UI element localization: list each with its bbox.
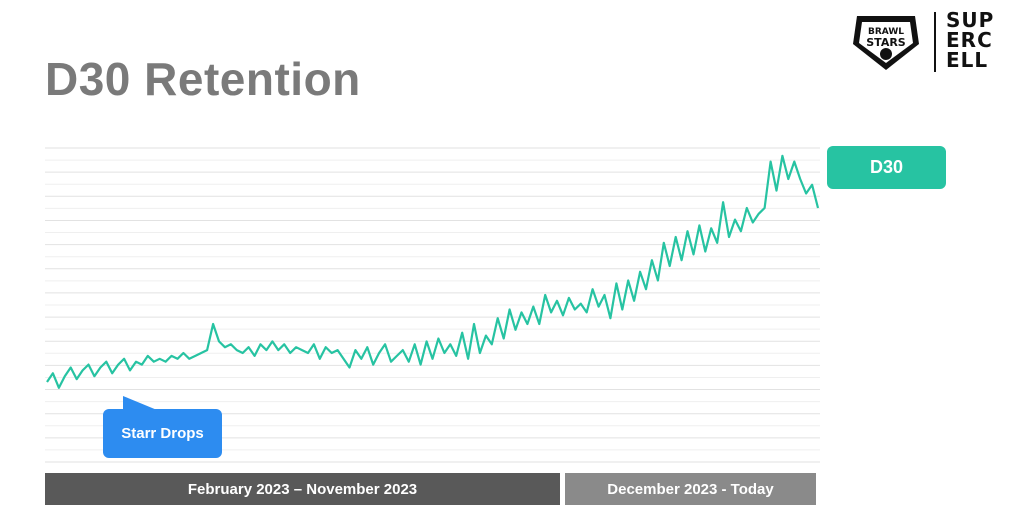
period-bar-2: December 2023 - Today: [565, 473, 816, 505]
callout-pointer: [123, 396, 157, 410]
series-line-d30: [46, 154, 820, 389]
supercell-logo-line: ELL: [946, 48, 989, 72]
svg-text:BRAWL: BRAWL: [868, 27, 904, 37]
supercell-logo: SUP ERC ELL: [946, 10, 1018, 70]
brawl-stars-logo: BRAWL STARS: [853, 16, 919, 70]
svg-text:STARS: STARS: [866, 36, 906, 49]
supercell-logo-line: SUP: [946, 8, 995, 32]
page-title: D30 Retention: [45, 53, 361, 105]
logo-divider: [934, 12, 936, 72]
period-bar-1: February 2023 – November 2023: [45, 473, 560, 505]
starr-drops-callout: Starr Drops: [103, 409, 222, 458]
legend-d30: D30: [827, 146, 946, 189]
supercell-logo-line: ERC: [946, 28, 993, 52]
chart-series: [46, 154, 820, 389]
